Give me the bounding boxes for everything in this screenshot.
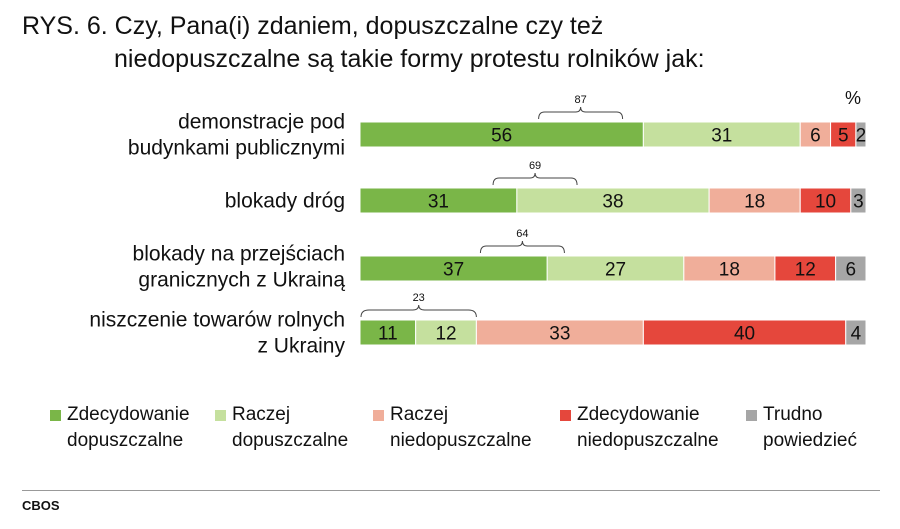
legend-label-line2: niedopuszczalne (390, 430, 532, 451)
bar-segment (359, 121, 644, 148)
data-label: 5 (838, 126, 849, 147)
category-label: granicznych z Ukrainą (138, 269, 345, 292)
legend-label-line1: Zdecydowanie (67, 404, 190, 425)
category-label: budynkami publicznymi (128, 137, 345, 160)
legend-swatch (746, 410, 757, 421)
bar-segment (855, 121, 867, 148)
legend-label-line1: Trudno (763, 404, 823, 425)
data-label: 40 (734, 324, 755, 345)
bar-segment (359, 187, 518, 214)
data-label: 27 (605, 260, 626, 281)
data-label: 12 (435, 324, 456, 345)
source-label: CBOS (22, 498, 60, 513)
bar-segment (830, 121, 857, 148)
data-label: 56 (491, 126, 512, 147)
bar-segment (799, 187, 852, 214)
legend-label-line2: dopuszczalne (67, 430, 184, 451)
category-label: blokady na przejściach (133, 243, 345, 266)
data-label: 31 (428, 192, 449, 213)
legend-label-line2: dopuszczalne (232, 430, 349, 451)
unit-label: % (845, 88, 861, 108)
total-brace (479, 240, 565, 254)
total-brace (360, 304, 477, 318)
bar-segment (835, 255, 867, 282)
legend-label-line1: Zdecydowanie (577, 404, 700, 425)
legend-swatch (50, 410, 61, 421)
legend-label-line2: powiedzieć (763, 430, 857, 451)
bar-segment (359, 255, 548, 282)
legend-swatch (560, 410, 571, 421)
chart-title: RYS. 6. Czy, Pana(i) zdaniem, dopuszczal… (22, 10, 882, 76)
category-label: demonstracje pod (178, 111, 345, 134)
legend-swatch (215, 410, 226, 421)
total-label: 64 (516, 228, 528, 240)
data-label: 38 (602, 192, 623, 213)
data-label: 18 (719, 260, 740, 281)
total-brace (492, 172, 578, 186)
bar-segment (415, 319, 477, 346)
bar-segment (774, 255, 837, 282)
data-label: 10 (815, 192, 836, 213)
data-label: 11 (378, 324, 398, 345)
data-label: 6 (846, 260, 857, 281)
data-label: 3 (853, 192, 864, 213)
bar-segment (516, 187, 710, 214)
data-label: 12 (795, 260, 816, 281)
title-line-1: RYS. 6. Czy, Pana(i) zdaniem, dopuszczal… (22, 12, 604, 40)
bar-segment (708, 187, 801, 214)
legend-label-line2: niedopuszczalne (577, 430, 719, 451)
footer-divider (22, 490, 880, 491)
category-label: z Ukrainy (257, 335, 345, 358)
legend-swatch (373, 410, 384, 421)
category-label: niszczenie towarów rolnych (89, 309, 345, 332)
total-brace (538, 106, 624, 120)
data-label: 37 (443, 260, 464, 281)
bar-segment (546, 255, 685, 282)
title-line-2: niedopuszczalne są takie formy protestu … (114, 45, 705, 73)
data-label: 2 (856, 126, 867, 147)
total-label: 87 (574, 94, 586, 106)
total-label: 69 (529, 160, 541, 172)
bar-segment (359, 319, 417, 346)
data-label: 6 (810, 126, 821, 147)
bar-segment (850, 187, 867, 214)
category-label: blokady dróg (225, 190, 345, 213)
legend-label-line1: Raczej (390, 404, 449, 425)
data-label: 18 (744, 192, 765, 213)
data-label: 4 (851, 324, 862, 345)
data-label: 31 (711, 126, 732, 147)
data-label: 33 (549, 324, 570, 345)
total-label: 23 (413, 292, 425, 304)
bar-segment (845, 319, 867, 346)
legend-label-line1: Raczej (232, 404, 291, 425)
